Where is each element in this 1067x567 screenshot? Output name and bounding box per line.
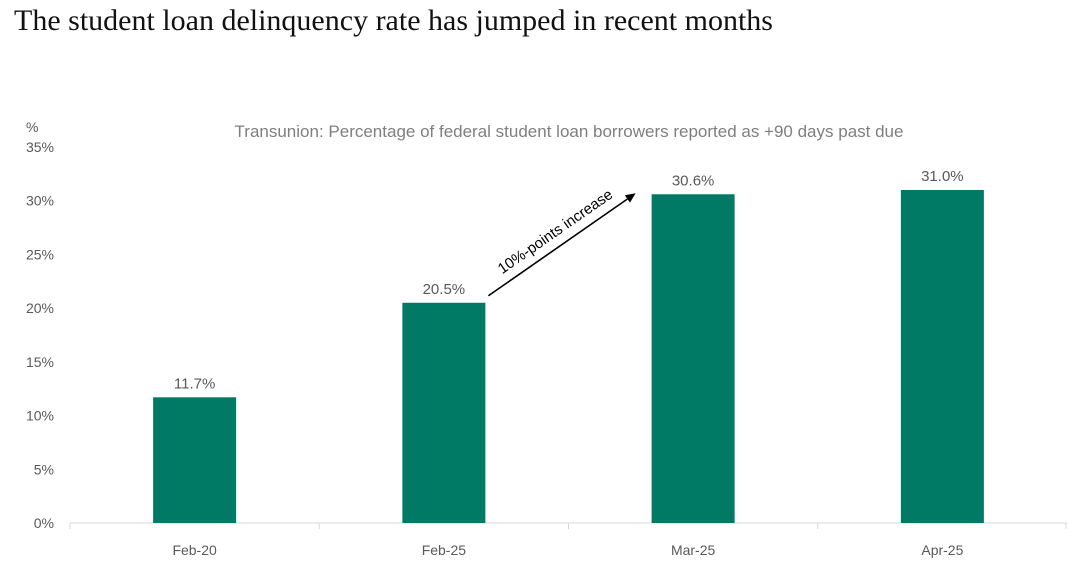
- y-tick-label: 25%: [26, 246, 54, 262]
- y-tick-label: 20%: [26, 300, 54, 316]
- bars: [153, 189, 984, 524]
- y-tick-label: 15%: [26, 354, 54, 370]
- y-axis: 0% 5% 10% 15% 20% 25% 30% 35%: [26, 139, 54, 531]
- y-axis-unit-label: %: [26, 119, 38, 135]
- x-tick-label: Apr-25: [921, 542, 963, 558]
- annotation-label: 10%-points increase: [495, 186, 616, 278]
- data-label: 31.0%: [921, 168, 964, 185]
- increase-annotation: 10%-points increase: [487, 186, 636, 297]
- y-tick-label: 5%: [34, 461, 54, 477]
- annotation-arrow-head: [624, 193, 636, 203]
- annotation-arrow-line: [487, 198, 628, 297]
- x-tick-label: Feb-20: [172, 542, 217, 558]
- data-label: 11.7%: [174, 375, 215, 392]
- y-tick-label: 0%: [34, 515, 54, 531]
- y-tick-label: 30%: [26, 193, 54, 209]
- data-label: 20.5%: [423, 281, 466, 298]
- y-tick-label: 10%: [26, 408, 54, 424]
- y-tick-label: 35%: [26, 139, 54, 155]
- data-label: 30.6%: [672, 172, 715, 189]
- data-labels: 11.7% 20.5% 30.6% 31.0%: [174, 168, 964, 392]
- chart-headline: The student loan delinquency rate has ju…: [14, 4, 773, 37]
- bar: [651, 194, 735, 524]
- bar: [402, 302, 486, 523]
- x-axis: Feb-20 Feb-25 Mar-25 Apr-25: [69, 522, 1067, 558]
- x-tick-label: Feb-25: [422, 542, 467, 558]
- bar: [153, 397, 237, 523]
- x-tick-label: Mar-25: [671, 542, 716, 558]
- chart-subtitle: Transunion: Percentage of federal studen…: [235, 122, 904, 141]
- bar: [900, 189, 984, 523]
